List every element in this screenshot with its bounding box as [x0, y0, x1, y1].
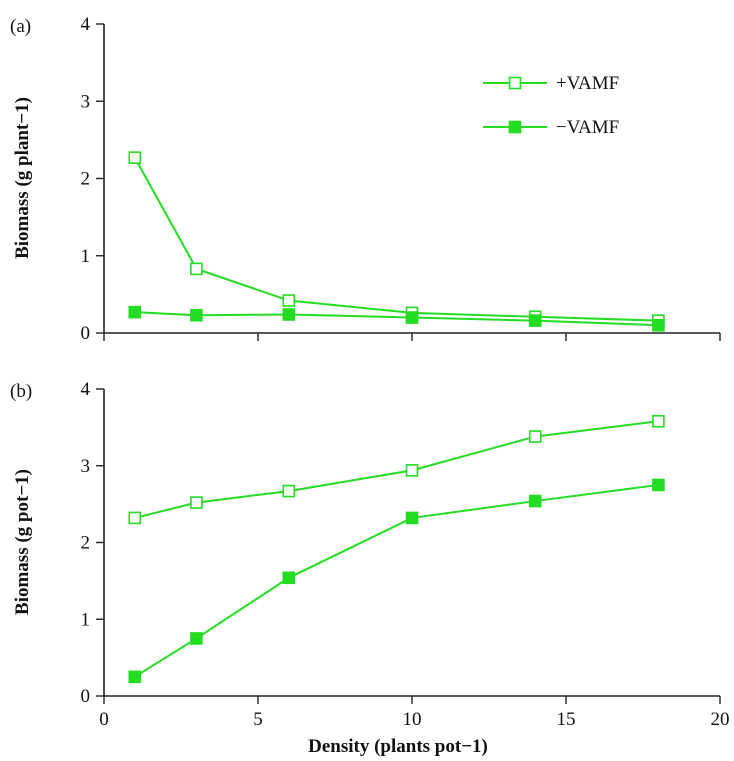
- y-tick-label: 0: [81, 323, 91, 344]
- data-point-minus-vamf: [405, 311, 419, 324]
- panel-label: (b): [10, 381, 32, 402]
- y-axis-title: Biomass (g plant−1): [12, 97, 33, 259]
- data-point-minus-vamf: [528, 494, 542, 508]
- x-axis-title: Density (plants pot−1): [308, 736, 488, 757]
- data-point-minus-vamf: [528, 314, 542, 327]
- legend-label: −VAMF: [556, 117, 619, 138]
- legend-marker: [508, 76, 522, 90]
- y-tick-label: 2: [81, 169, 91, 190]
- y-tick-label: 4: [81, 379, 91, 400]
- panel-label: (a): [10, 16, 31, 37]
- legend: +VAMF −VAMF: [483, 73, 619, 138]
- data-point-minus-vamf: [282, 571, 296, 585]
- x-tick-label: 0: [99, 709, 109, 730]
- chart-panel-a: 0 1 2 3 4 (a) Biomass (g plant−1) +VAMF −VAMF: [10, 14, 721, 344]
- y-axis-title: Biomass (g pot−1): [12, 469, 33, 615]
- x-tick-label: 10: [403, 709, 422, 730]
- data-point-plus-vamf: [190, 262, 203, 276]
- data-point-minus-vamf: [128, 670, 142, 684]
- series-line-minus-vamf: [134, 483, 659, 678]
- x-tick-label: 20: [711, 709, 730, 730]
- data-point-plus-vamf: [282, 484, 296, 498]
- chart-panel-b: 0 1 2 3 4 0 5 10 15 20 (b) Biomass (g pot−1) Density…: [10, 379, 730, 757]
- y-tick-label: 4: [81, 14, 91, 35]
- data-point-minus-vamf: [652, 318, 665, 332]
- data-point-minus-vamf: [405, 511, 419, 525]
- legend-label: +VAMF: [556, 73, 619, 94]
- y-tick-label: 1: [81, 609, 91, 630]
- data-point-plus-vamf: [405, 464, 419, 477]
- data-point-minus-vamf: [190, 632, 203, 645]
- series-line-plus-vamf: [134, 420, 659, 519]
- data-point-plus-vamf: [128, 511, 142, 525]
- series-line-plus-vamf: [133, 157, 659, 322]
- data-point-plus-vamf: [190, 496, 203, 509]
- y-tick-label: 1: [81, 246, 91, 267]
- data-point-plus-vamf: [528, 430, 542, 443]
- y-tick-label: 0: [81, 686, 91, 707]
- y-tick-label: 2: [81, 533, 91, 554]
- data-point-minus-vamf: [190, 308, 203, 322]
- legend-marker: [508, 120, 522, 134]
- x-tick-label: 15: [557, 709, 576, 730]
- data-point-plus-vamf: [282, 294, 296, 307]
- data-point-minus-vamf: [282, 308, 296, 321]
- data-point-minus-vamf: [652, 478, 665, 492]
- y-tick-label: 3: [81, 456, 91, 477]
- y-tick-label: 3: [81, 91, 91, 112]
- data-point-plus-vamf: [652, 414, 665, 428]
- x-tick-label: 5: [253, 709, 263, 730]
- data-point-minus-vamf: [128, 305, 142, 319]
- data-point-plus-vamf: [128, 151, 142, 164]
- series-line-minus-vamf: [134, 311, 659, 327]
